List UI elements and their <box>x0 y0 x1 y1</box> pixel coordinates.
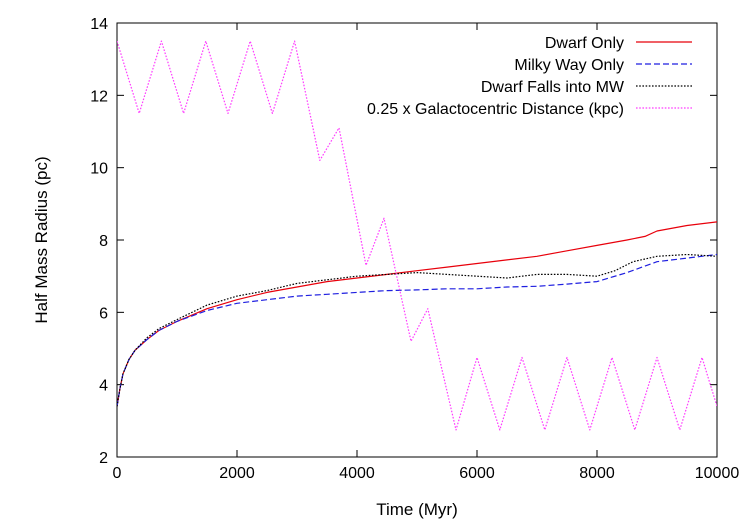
series-line-0 <box>117 221 717 407</box>
series-line-2 <box>117 253 717 407</box>
series-line-3 <box>117 40 717 431</box>
x-tick-label: 6000 <box>459 465 495 482</box>
x-tick-label: 2000 <box>219 465 255 482</box>
legend-label-3: 0.25 x Galactocentric Distance (kpc) <box>367 101 624 118</box>
y-tick-label: 12 <box>90 88 108 105</box>
legend: Dwarf Only Milky Way Only Dwarf Falls into… <box>367 35 692 118</box>
x-tick-label: 0 <box>113 465 122 482</box>
y-tick-label: 4 <box>99 378 108 395</box>
y-tick-labels: 2 4 6 8 10 12 14 <box>90 16 108 467</box>
series-line-1 <box>117 253 717 407</box>
y-tick-label: 6 <box>99 305 108 322</box>
y-tick-label: 2 <box>99 450 108 467</box>
x-tick-label: 8000 <box>579 465 615 482</box>
legend-label-0: Dwarf Only <box>545 35 624 52</box>
x-axis-title: Time (Myr) <box>376 500 458 519</box>
y-axis-title: Half Mass Radius (pc) <box>32 156 51 323</box>
y-tick-label: 14 <box>90 16 108 33</box>
tick-marks <box>116 22 718 458</box>
legend-label-1: Milky Way Only <box>514 57 624 74</box>
y-tick-label: 8 <box>99 233 108 250</box>
x-tick-label: 10000 <box>695 465 740 482</box>
x-tick-labels: 0 2000 4000 6000 8000 10000 <box>113 465 740 482</box>
legend-label-2: Dwarf Falls into MW <box>481 79 625 96</box>
x-tick-label: 4000 <box>339 465 375 482</box>
y-tick-label: 10 <box>90 161 108 178</box>
series-layer <box>117 40 717 431</box>
